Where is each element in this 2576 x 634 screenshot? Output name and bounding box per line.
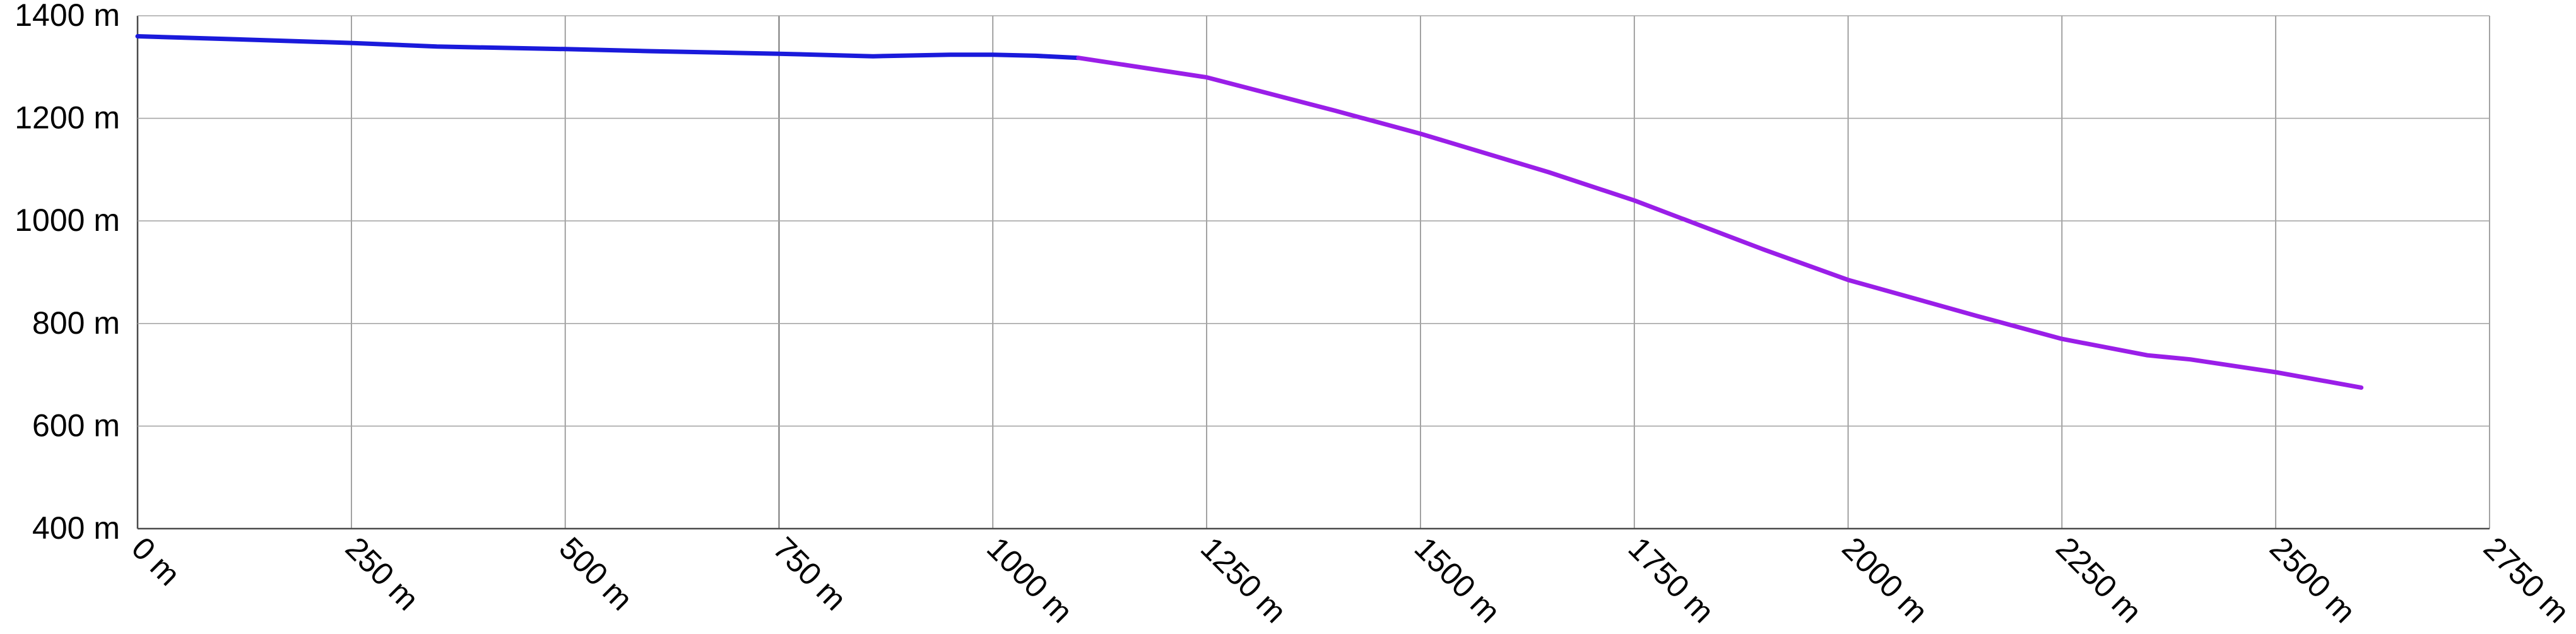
x-tick-label: 1250 m [1194, 531, 1294, 630]
x-tick-label: 250 m [339, 531, 426, 618]
x-tick-label: 0 m [125, 531, 187, 593]
x-tick-label: 1750 m [1622, 531, 1722, 630]
y-tick-label: 1400 m [15, 0, 120, 33]
y-tick-label: 600 m [32, 408, 120, 443]
x-tick-label: 2750 m [2477, 531, 2576, 630]
y-tick-label: 800 m [32, 305, 120, 341]
y-tick-label: 400 m [32, 510, 120, 546]
x-tick-label: 2000 m [1835, 531, 1935, 630]
y-tick-label: 1200 m [15, 100, 120, 136]
x-tick-label: 1500 m [1408, 531, 1508, 630]
x-tick-label: 2250 m [2049, 531, 2149, 630]
tick-label-layer: 400 m 600 m 800 m 1000 m 1200 m 1400 m 0 m 250 … [15, 0, 2576, 630]
series-layer [135, 34, 2364, 390]
grid-layer [136, 15, 2490, 530]
x-tick-label: 1000 m [980, 531, 1080, 630]
x-tick-label: 500 m [552, 531, 639, 618]
elevation-series-line [1076, 56, 2364, 390]
elevation-series-line [135, 34, 1081, 61]
x-tick-label: 750 m [766, 531, 853, 618]
y-tick-label: 1000 m [15, 203, 120, 238]
x-tick-label: 2500 m [2263, 531, 2363, 630]
